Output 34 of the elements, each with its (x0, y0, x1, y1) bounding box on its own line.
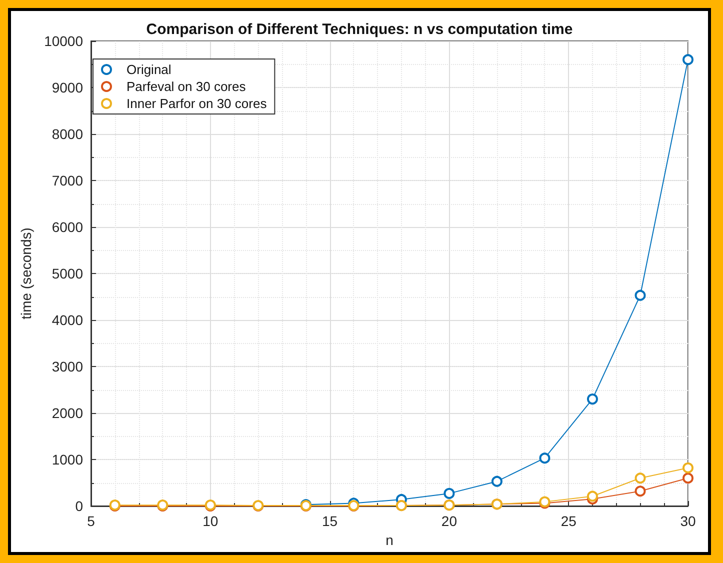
y-tick-label: 9000 (52, 80, 84, 96)
x-tick-label: 30 (680, 513, 696, 529)
y-axis-title: time (seconds) (18, 228, 34, 320)
y-tick-label: 4000 (52, 312, 84, 328)
point (682, 472, 694, 484)
x-tick-label: 10 (202, 513, 218, 529)
y-tick-label: 0 (75, 498, 84, 514)
point (682, 54, 694, 66)
y-tick-label: 6000 (52, 219, 84, 235)
legend-label: Original (126, 62, 172, 77)
x-tick-label: 5 (87, 513, 96, 529)
legend-label: Parfeval on 30 cores (126, 79, 246, 94)
y-tick-label: 8000 (52, 126, 84, 142)
y-tick-label: 5000 (52, 266, 84, 282)
point (539, 452, 550, 464)
point (444, 488, 455, 499)
point (586, 490, 598, 502)
y-tick-label: 10000 (44, 33, 84, 49)
x-axis-title: n (386, 532, 394, 548)
point (634, 290, 646, 301)
y-tick-label: 1000 (52, 452, 84, 468)
y-tick-label: 3000 (52, 358, 84, 374)
y-tick-label: 7000 (52, 172, 84, 188)
x-tick-label: 20 (441, 513, 458, 529)
x-tick-label: 15 (322, 513, 338, 529)
legend-label: Inner Parfor on 30 cores (126, 96, 268, 111)
y-tick-label: 2000 (52, 405, 84, 421)
point (634, 486, 646, 497)
chart-title: Comparison of Different Techniques: n vs computation time (146, 21, 573, 38)
point (634, 472, 646, 484)
point (491, 476, 502, 487)
point (586, 394, 598, 405)
x-tick-label: 25 (560, 513, 577, 529)
point (682, 462, 694, 474)
